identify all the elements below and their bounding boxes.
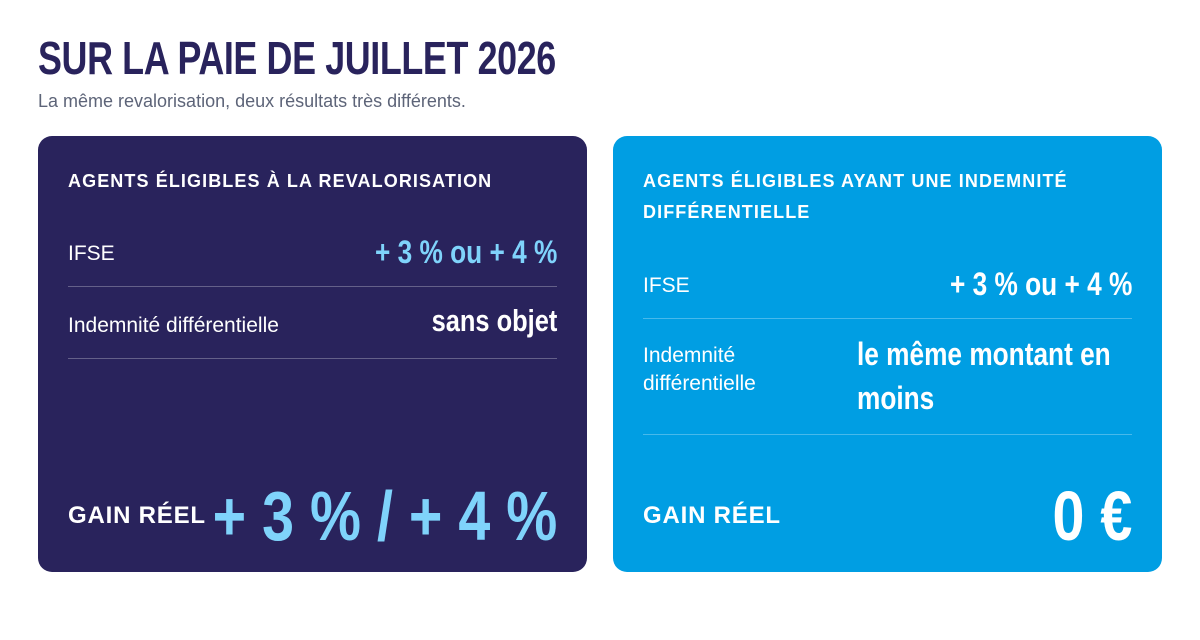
- card-heading: AGENTS ÉLIGIBLES À LA REVALORISATION: [68, 171, 493, 191]
- gain-label: GAIN RÉEL: [643, 502, 781, 529]
- row-value: sans objet: [431, 303, 557, 338]
- gain-value: 0 €: [1052, 477, 1132, 555]
- card-agents-with-differential: AGENTS ÉLIGIBLES AYANT UNE INDEMNITÉ DIF…: [613, 136, 1162, 572]
- row-label: Indemnité différentielle: [643, 344, 756, 395]
- row-label: IFSE: [68, 242, 115, 265]
- row-differential-indemnity: Indemnité différentielle le même montant…: [643, 318, 1132, 435]
- page-subtitle: La même revalorisation, deux résultats t…: [38, 91, 466, 111]
- gain-value: + 3 % / + 4 %: [212, 477, 557, 555]
- row-label: IFSE: [643, 274, 690, 297]
- page-title: SUR LA PAIE DE JUILLET 2026: [38, 32, 556, 84]
- row-differential-indemnity: Indemnité différentielle sans objet: [68, 286, 557, 359]
- gain-label: GAIN RÉEL: [68, 502, 206, 529]
- row-label: Indemnité différentielle: [68, 314, 279, 337]
- row-value: + 3 % ou + 4 %: [949, 266, 1132, 302]
- row-ifse: IFSE + 3 % ou + 4 %: [643, 266, 1132, 319]
- row-value: + 3 % ou + 4 %: [374, 234, 557, 270]
- row-ifse: IFSE + 3 % ou + 4 %: [68, 234, 557, 287]
- card-eligible-agents: AGENTS ÉLIGIBLES À LA REVALORISATION IFS…: [38, 136, 587, 572]
- card-heading: AGENTS ÉLIGIBLES AYANT UNE INDEMNITÉ DIF…: [643, 171, 1068, 222]
- row-value: le même montant en moins: [857, 336, 1111, 416]
